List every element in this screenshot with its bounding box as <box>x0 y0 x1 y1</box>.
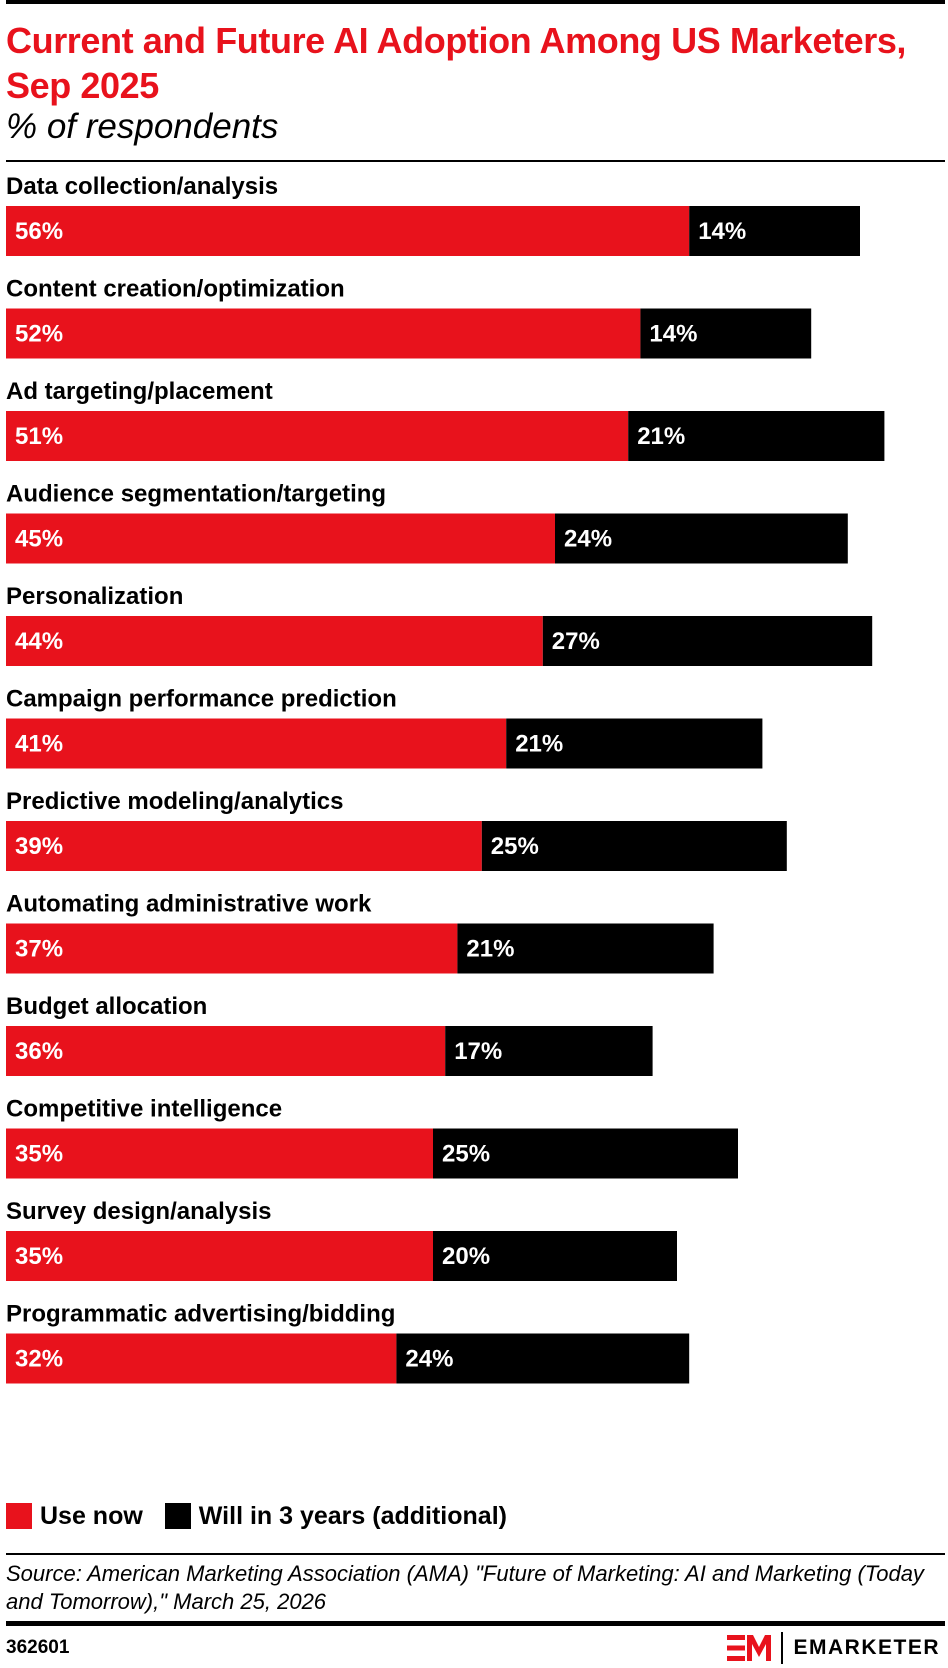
data-label-will-in-3-years-survey-design-analysis: 20% <box>442 1243 490 1270</box>
legend-item-will-in-3-years: Will in 3 years (additional) <box>164 1501 507 1531</box>
bar-group-content-creation-optimization: Content creation/optimization 52% 14% <box>6 276 812 359</box>
bar-use-now-audience-segmentation-targeting <box>6 513 555 564</box>
data-label-use-now-competitive-intelligence: 35% <box>15 1141 63 1168</box>
data-label-will-in-3-years-ad-targeting-placement: 21% <box>637 423 685 450</box>
category-label-personalization: Personalization <box>6 583 183 610</box>
data-label-use-now-audience-segmentation-targeting: 45% <box>15 526 63 553</box>
legend-swatch-use-now <box>6 1503 32 1529</box>
bar-group-programmatic-advertising-bidding: Programmatic advertising/bidding 32% 24% <box>6 1301 690 1384</box>
logo-divider <box>781 1632 784 1664</box>
category-label-competitive-intelligence: Competitive intelligence <box>6 1096 282 1123</box>
legend-swatch-will-in-3-years <box>164 1503 191 1529</box>
category-label-audience-segmentation-targeting: Audience segmentation/targeting <box>6 481 386 508</box>
bar-group-survey-design-analysis: Survey design/analysis 35% 20% <box>6 1198 677 1281</box>
data-label-use-now-survey-design-analysis: 35% <box>15 1243 63 1270</box>
data-label-use-now-content-creation-optimization: 52% <box>15 321 63 348</box>
bar-use-now-predictive-modeling-analytics <box>6 821 482 871</box>
em-logo-mark-icon <box>727 1635 772 1661</box>
data-label-use-now-predictive-modeling-analytics: 39% <box>15 833 63 860</box>
category-label-campaign-performance-prediction: Campaign performance prediction <box>6 686 397 713</box>
bar-will-in-3-years-programmatic-advertising-bidding <box>396 1333 690 1384</box>
title-divider <box>6 160 945 162</box>
bar-will-in-3-years-ad-targeting-placement <box>628 411 885 461</box>
data-label-will-in-3-years-content-creation-optimization: 14% <box>649 321 697 348</box>
category-label-survey-design-analysis: Survey design/analysis <box>6 1198 271 1225</box>
bar-use-now-programmatic-advertising-bidding <box>6 1333 397 1384</box>
bar-will-in-3-years-automating-administrative-work <box>457 923 714 974</box>
data-label-will-in-3-years-programmatic-advertising-bidding: 24% <box>405 1346 453 1373</box>
data-label-use-now-data-collection-analysis: 56% <box>15 218 63 245</box>
bar-group-automating-administrative-work: Automating administrative work 37% 21% <box>6 891 714 974</box>
legend-label-will-in-3-years: Will in 3 years (additional) <box>198 1501 507 1530</box>
data-label-will-in-3-years-data-collection-analysis: 14% <box>698 218 746 245</box>
category-label-automating-administrative-work: Automating administrative work <box>6 891 372 918</box>
data-label-will-in-3-years-predictive-modeling-analytics: 25% <box>491 833 539 860</box>
bar-use-now-survey-design-analysis <box>6 1231 433 1281</box>
legend: Use now Will in 3 years (additional) <box>6 1500 529 1532</box>
bar-use-now-data-collection-analysis <box>6 206 690 256</box>
legend-item-use-now: Use now <box>6 1502 143 1531</box>
data-label-use-now-campaign-performance-prediction: 41% <box>15 731 63 758</box>
chart-title: Current and Future AI Adoption Among US … <box>6 20 907 106</box>
bar-group-budget-allocation: Budget allocation 36% 17% <box>6 993 653 1076</box>
data-label-use-now-automating-administrative-work: 37% <box>15 936 63 963</box>
data-label-will-in-3-years-automating-administrative-work: 21% <box>466 936 514 963</box>
bar-use-now-campaign-performance-prediction <box>6 718 507 769</box>
data-label-will-in-3-years-campaign-performance-prediction: 21% <box>515 731 563 758</box>
bar-will-in-3-years-competitive-intelligence <box>433 1128 738 1179</box>
bar-group-campaign-performance-prediction: Campaign performance prediction 41% 21% <box>6 686 763 769</box>
top-rule <box>6 0 945 4</box>
bar-group-personalization: Personalization 44% 27% <box>6 583 873 666</box>
emarketer-logo: EMARKETER <box>727 1630 940 1666</box>
bar-use-now-personalization <box>6 616 543 666</box>
bar-will-in-3-years-survey-design-analysis <box>433 1231 677 1281</box>
category-label-data-collection-analysis: Data collection/analysis <box>6 173 278 200</box>
bar-will-in-3-years-predictive-modeling-analytics <box>481 821 787 871</box>
bar-use-now-automating-administrative-work <box>6 923 458 974</box>
bar-group-competitive-intelligence: Competitive intelligence 35% 25% <box>6 1096 738 1179</box>
source-divider <box>6 1553 945 1555</box>
data-label-will-in-3-years-personalization: 27% <box>552 628 600 655</box>
bar-will-in-3-years-content-creation-optimization <box>640 308 812 359</box>
bar-group-audience-segmentation-targeting: Audience segmentation/targeting 45% 24% <box>6 481 848 564</box>
category-label-programmatic-advertising-bidding: Programmatic advertising/bidding <box>6 1301 395 1328</box>
bar-will-in-3-years-personalization <box>542 616 873 666</box>
bar-will-in-3-years-campaign-performance-prediction <box>506 718 763 769</box>
data-label-will-in-3-years-budget-allocation: 17% <box>454 1038 502 1065</box>
bar-use-now-competitive-intelligence <box>6 1128 433 1179</box>
bar-use-now-budget-allocation <box>6 1026 446 1076</box>
data-label-use-now-budget-allocation: 36% <box>15 1038 63 1065</box>
brand-name: EMARKETER <box>793 1636 940 1659</box>
data-label-will-in-3-years-competitive-intelligence: 25% <box>442 1141 490 1168</box>
legend-label-use-now: Use now <box>40 1501 143 1530</box>
bar-use-now-content-creation-optimization <box>6 308 641 359</box>
chart-subtitle: % of respondents <box>6 107 279 146</box>
data-label-will-in-3-years-audience-segmentation-targeting: 24% <box>564 526 612 553</box>
bar-group-data-collection-analysis: Data collection/analysis 56% 14% <box>6 173 860 256</box>
data-label-use-now-ad-targeting-placement: 51% <box>15 423 63 450</box>
category-label-budget-allocation: Budget allocation <box>6 993 207 1020</box>
bar-group-predictive-modeling-analytics: Predictive modeling/analytics 39% 25% <box>6 788 787 871</box>
category-label-content-creation-optimization: Content creation/optimization <box>6 276 345 303</box>
data-label-use-now-programmatic-advertising-bidding: 32% <box>15 1346 63 1373</box>
bar-group-ad-targeting-placement: Ad targeting/placement 51% 21% <box>6 378 885 461</box>
bar-use-now-ad-targeting-placement <box>6 411 629 461</box>
data-label-use-now-personalization: 44% <box>15 628 63 655</box>
bar-will-in-3-years-budget-allocation <box>445 1026 653 1076</box>
bar-will-in-3-years-audience-segmentation-targeting <box>555 513 848 564</box>
bar-will-in-3-years-data-collection-analysis <box>689 206 860 256</box>
category-label-ad-targeting-placement: Ad targeting/placement <box>6 378 273 405</box>
chart-id: 362601 <box>6 1637 70 1658</box>
bottom-rule <box>6 1621 945 1626</box>
source-note: Source: American Marketing Association (… <box>6 1561 924 1614</box>
category-label-predictive-modeling-analytics: Predictive modeling/analytics <box>6 788 343 815</box>
